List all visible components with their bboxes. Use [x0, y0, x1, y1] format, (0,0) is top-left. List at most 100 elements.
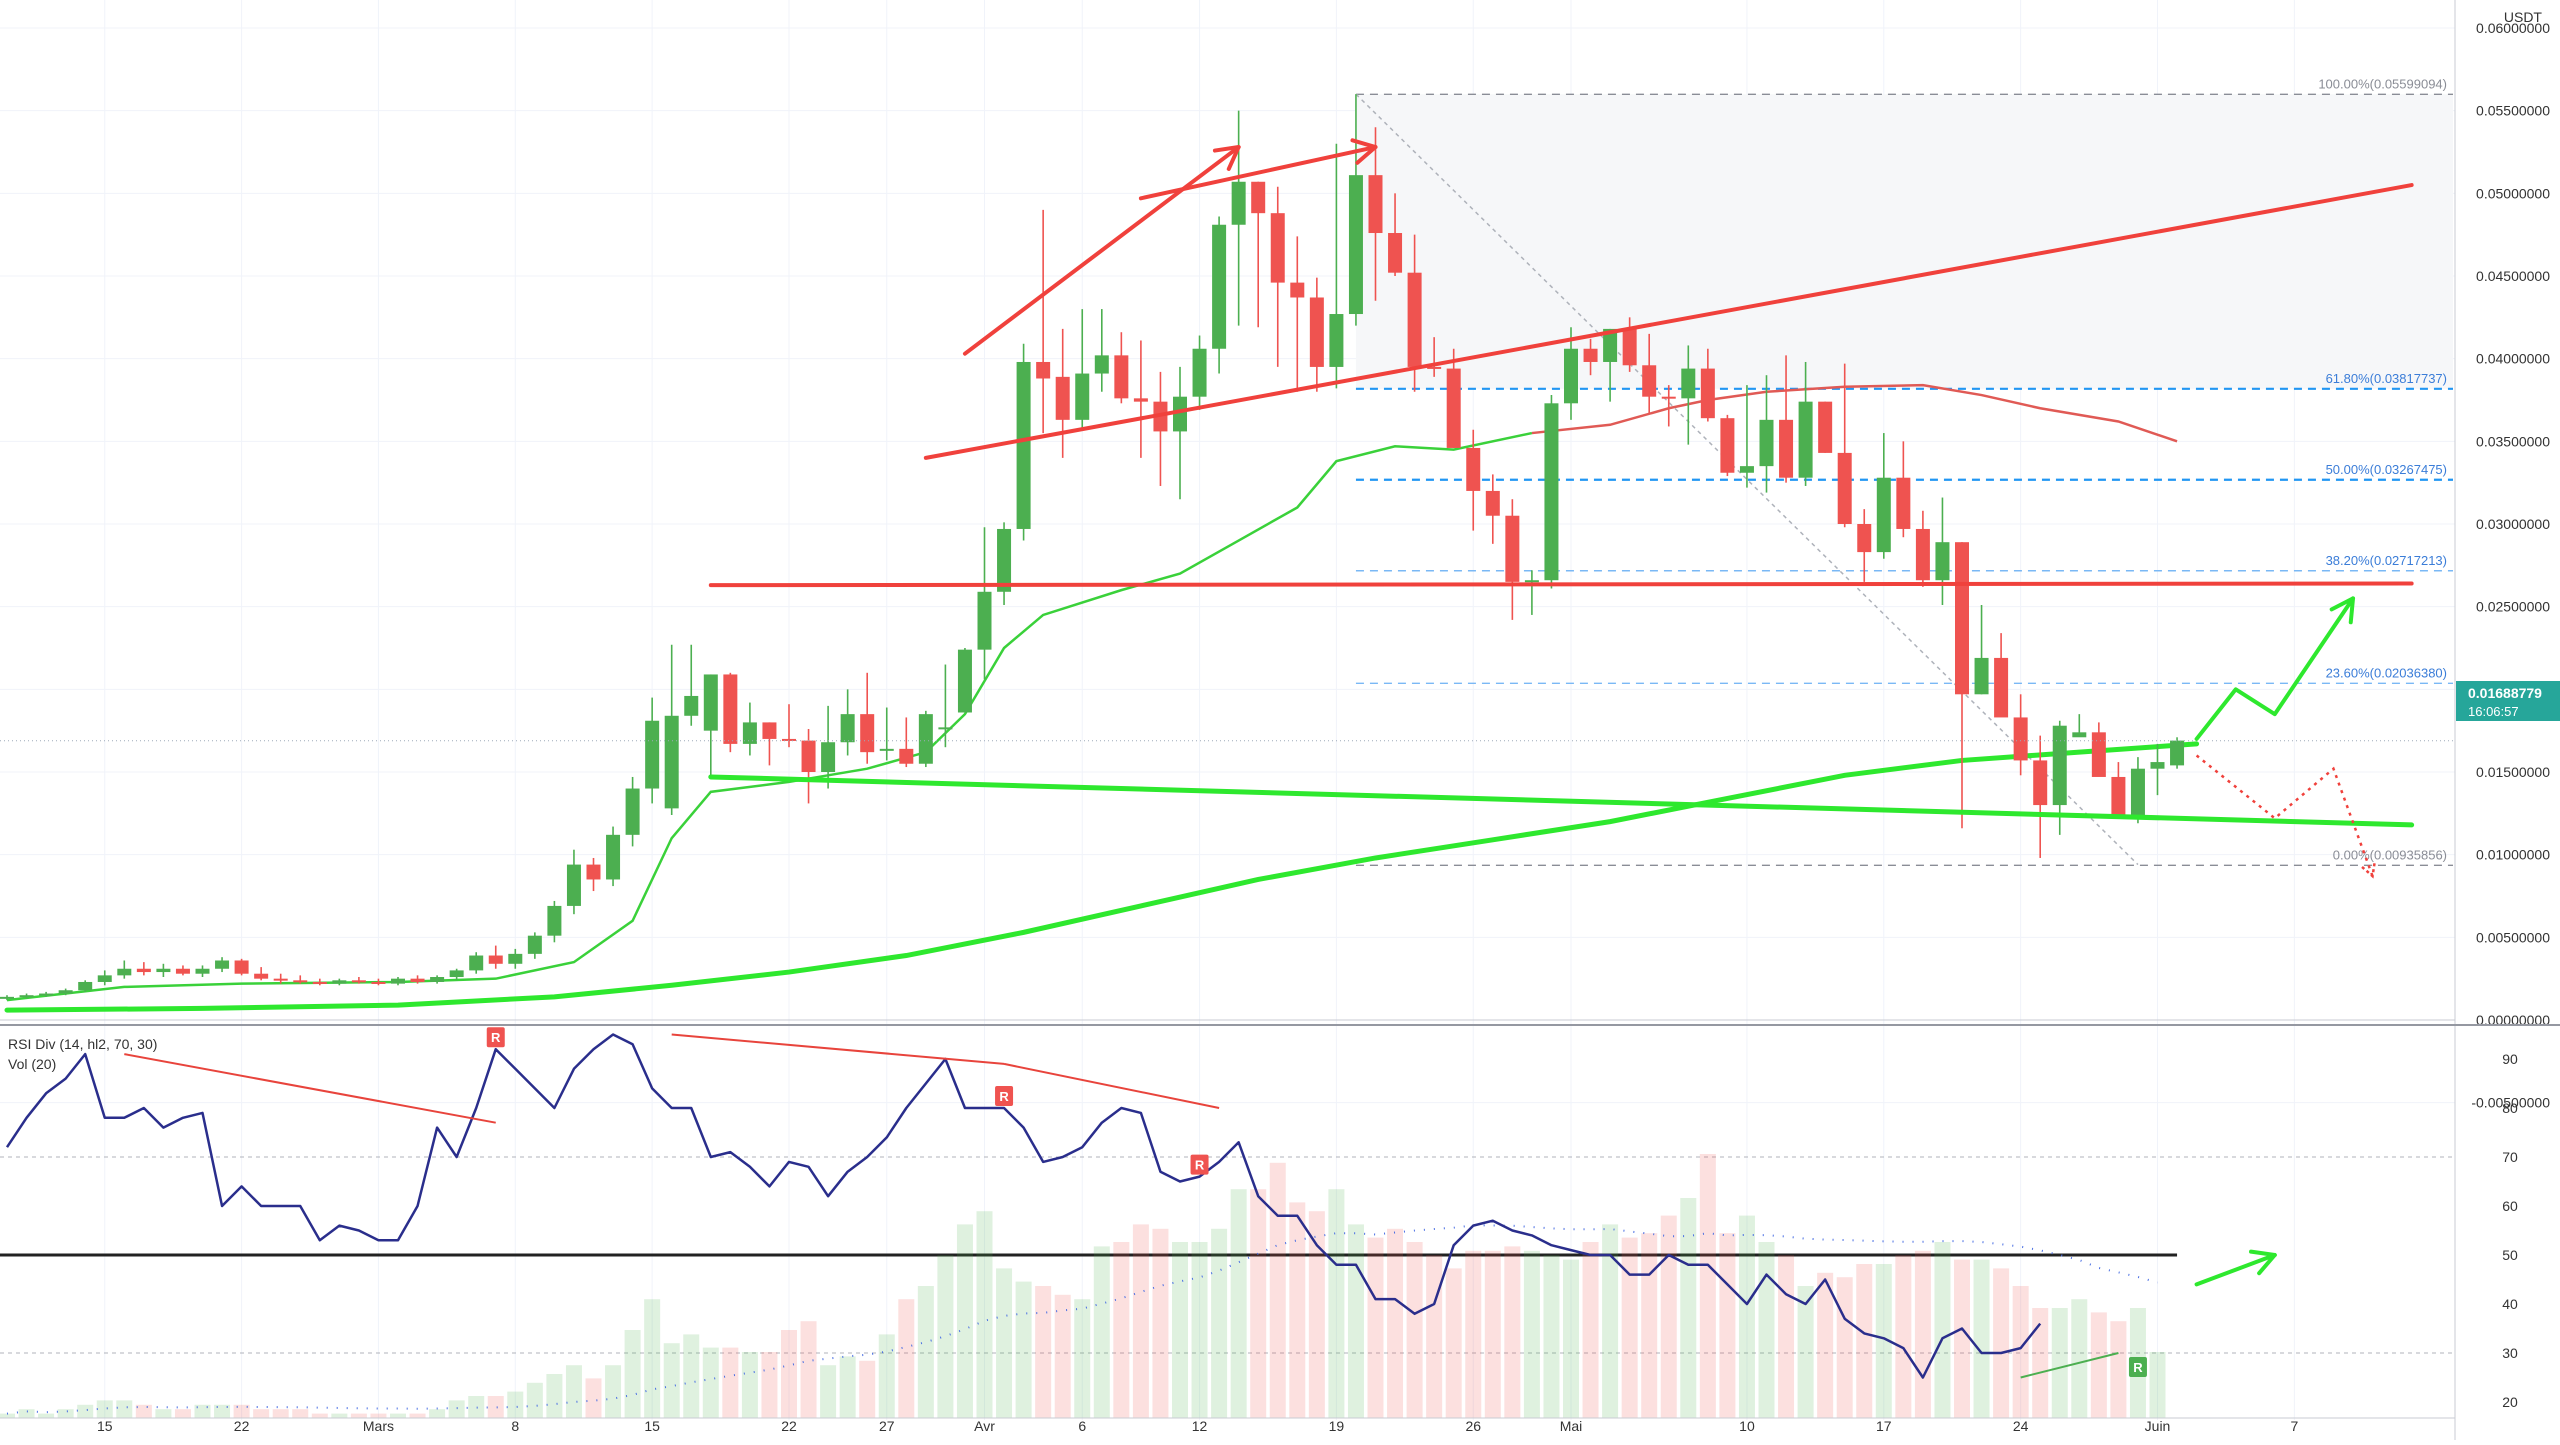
candle[interactable] [1407, 234, 1422, 392]
volume-indicator-label[interactable]: Vol (20) [8, 1056, 56, 1072]
candle[interactable] [136, 962, 151, 976]
candle[interactable] [1544, 395, 1559, 589]
candle[interactable] [1036, 209, 1051, 434]
candle[interactable] [801, 729, 816, 804]
candle[interactable] [1818, 401, 1833, 453]
candle[interactable] [1505, 499, 1520, 620]
candle[interactable] [1564, 327, 1578, 420]
candle[interactable] [703, 674, 718, 776]
candle[interactable] [293, 975, 308, 984]
candle[interactable] [2072, 714, 2087, 738]
candle[interactable] [1876, 433, 1891, 559]
candle[interactable] [1212, 216, 1227, 374]
candle[interactable] [1603, 328, 1618, 402]
candle[interactable] [2013, 694, 2028, 776]
candle[interactable] [1759, 375, 1774, 493]
candle[interactable] [1994, 633, 2009, 718]
candle[interactable] [1857, 509, 1872, 582]
candle[interactable] [371, 978, 386, 986]
candle[interactable] [410, 975, 425, 984]
candle[interactable] [254, 967, 269, 981]
candle[interactable] [1290, 236, 1305, 392]
candle[interactable] [918, 710, 933, 768]
projection-arrow-red[interactable] [2195, 754, 2374, 877]
candle[interactable] [1348, 94, 1363, 326]
candle[interactable] [117, 960, 132, 979]
candle[interactable] [1133, 340, 1148, 458]
candle[interactable] [1896, 441, 1911, 538]
candle[interactable] [723, 672, 738, 753]
candle[interactable] [234, 958, 249, 976]
candle[interactable] [469, 952, 484, 974]
candle[interactable] [1173, 366, 1187, 500]
candle[interactable] [273, 973, 288, 984]
candle[interactable] [821, 705, 836, 789]
candle[interactable] [840, 689, 855, 756]
candle[interactable] [664, 644, 679, 815]
trendline-red[interactable] [923, 183, 2414, 460]
candle[interactable] [1466, 429, 1481, 531]
candle[interactable] [547, 900, 562, 943]
candle[interactable] [1485, 474, 1500, 544]
rsi-divergence-marker[interactable]: R [995, 1086, 1014, 1106]
rsi-line[interactable] [5, 1033, 2042, 1379]
candle[interactable] [1779, 355, 1794, 483]
candle[interactable] [1075, 309, 1090, 430]
candle[interactable] [2130, 757, 2145, 824]
trendline-red[interactable] [962, 145, 1241, 356]
rsi-arrow-green[interactable] [2194, 1253, 2277, 1287]
candle[interactable] [957, 648, 972, 713]
candle[interactable] [351, 977, 366, 984]
rsi-divergence-marker[interactable]: R [2128, 1357, 2147, 1377]
candle[interactable] [860, 672, 875, 764]
candle[interactable] [0, 995, 14, 1001]
candle[interactable] [215, 957, 230, 973]
candle[interactable] [645, 697, 660, 804]
candle[interactable] [1915, 510, 1930, 587]
candle[interactable] [586, 857, 601, 892]
candle[interactable] [606, 826, 621, 887]
candle[interactable] [1329, 143, 1344, 389]
candle[interactable] [742, 702, 757, 756]
candle[interactable] [391, 977, 405, 986]
candle[interactable] [1427, 337, 1442, 377]
candle[interactable] [1251, 181, 1266, 328]
ma-long-line[interactable] [4, 741, 2200, 1013]
rsi-divergence-marker[interactable]: R [486, 1027, 505, 1048]
candle[interactable] [1974, 605, 1989, 695]
candle[interactable] [899, 717, 914, 768]
trendline-red[interactable] [1138, 145, 1378, 201]
candle[interactable] [1016, 343, 1031, 541]
rsi-indicator-label[interactable]: RSI Div (14, hl2, 70, 30) [8, 1036, 157, 1052]
candle[interactable] [938, 664, 953, 748]
candle[interactable] [625, 776, 640, 847]
candle[interactable] [1368, 127, 1383, 301]
candle[interactable] [332, 978, 347, 986]
candle[interactable] [78, 980, 93, 992]
candle[interactable] [156, 963, 171, 978]
candle[interactable] [1094, 309, 1109, 392]
candle[interactable] [1955, 542, 1969, 829]
candle[interactable] [1622, 317, 1637, 372]
candle[interactable] [97, 970, 112, 986]
candle[interactable] [195, 965, 210, 978]
candle[interactable] [312, 978, 327, 986]
candle[interactable] [527, 932, 542, 959]
candle[interactable] [1661, 385, 1676, 427]
candle[interactable] [2091, 722, 2106, 777]
candle[interactable] [1192, 335, 1207, 410]
trendline-green[interactable] [708, 774, 2415, 828]
candle[interactable] [782, 704, 796, 748]
candle[interactable] [977, 527, 992, 680]
candle[interactable] [1583, 338, 1598, 376]
candle[interactable] [2170, 737, 2185, 769]
candle[interactable] [1700, 348, 1715, 422]
candle[interactable] [2033, 735, 2048, 858]
candle[interactable] [430, 975, 445, 984]
candle[interactable] [997, 522, 1012, 606]
candle[interactable] [1309, 277, 1324, 392]
candle[interactable] [2111, 762, 2126, 817]
candle[interactable] [1935, 497, 1950, 606]
